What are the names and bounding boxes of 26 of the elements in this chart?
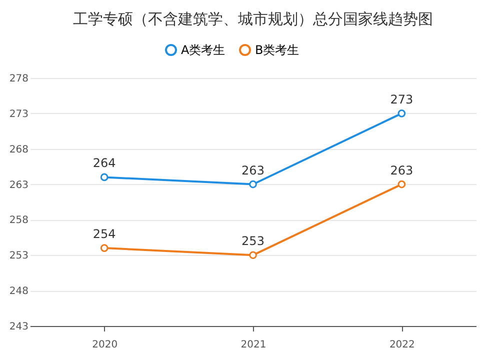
point xyxy=(100,173,108,182)
y-tick-label: 268 xyxy=(9,144,28,156)
point xyxy=(398,110,406,118)
point xyxy=(398,180,406,188)
y-tick-label: 278 xyxy=(9,74,28,84)
y-tick-label: 253 xyxy=(9,250,28,262)
legend-label: A类考生 xyxy=(181,43,226,57)
y-tick-label: 273 xyxy=(9,108,28,120)
legend-label: B类考生 xyxy=(255,43,300,57)
data-label: 273 xyxy=(390,92,414,106)
data-label: 253 xyxy=(242,234,264,248)
data-label: 264 xyxy=(92,156,116,170)
point xyxy=(249,180,257,188)
data-label: 263 xyxy=(242,163,264,178)
y-tick-label: 263 xyxy=(9,180,28,191)
point xyxy=(249,251,257,260)
x-tick-label: 2021 xyxy=(240,340,266,350)
y-tick-label: 243 xyxy=(9,322,28,332)
x-tick-label: 2022 xyxy=(389,340,415,350)
y-tick-label: 248 xyxy=(9,286,28,298)
chart-title: 工学专硕（不含建筑学、城市规划）总分国家线趋势图 xyxy=(73,10,433,28)
data-label: 254 xyxy=(92,227,116,242)
x-tick-label: 2020 xyxy=(92,340,118,350)
data-label: 263 xyxy=(390,163,414,178)
point xyxy=(100,244,108,252)
y-tick-label: 258 xyxy=(9,215,28,226)
